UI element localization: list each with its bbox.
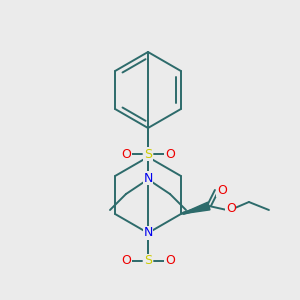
Text: O: O (165, 148, 175, 160)
Text: O: O (121, 148, 131, 160)
Text: O: O (121, 254, 131, 268)
Text: S: S (144, 148, 152, 160)
Text: O: O (226, 202, 236, 214)
Text: S: S (144, 254, 152, 268)
Polygon shape (181, 202, 210, 214)
Text: O: O (217, 184, 227, 196)
Text: O: O (165, 254, 175, 268)
Text: N: N (143, 226, 153, 239)
Text: N: N (143, 172, 153, 184)
